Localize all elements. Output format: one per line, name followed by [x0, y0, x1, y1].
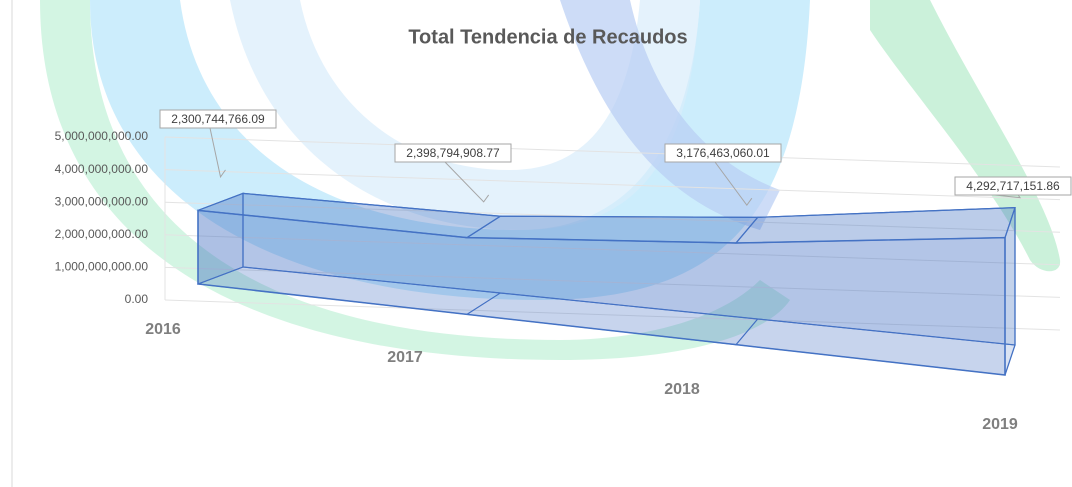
y-tick-label: 5,000,000,000.00	[55, 129, 149, 143]
data-label: 4,292,717,151.86	[966, 179, 1060, 193]
label-leader	[714, 161, 753, 207]
label-box	[394, 143, 512, 163]
data-label: 2,398,794,908.77	[406, 146, 500, 160]
y-tick-label: 2,000,000,000.00	[55, 227, 149, 241]
label-box	[954, 176, 1072, 196]
x-tick-label: 2017	[387, 349, 423, 366]
plot-area: 0.00 1,000,000,000.00 2,000,000,000.00 3,00…	[55, 109, 1072, 433]
grid-line	[164, 169, 1061, 201]
data-label: 2,300,744,766.09	[171, 112, 265, 126]
x-tick-label: 2019	[982, 416, 1018, 433]
grid-line	[164, 266, 1061, 298]
y-tick-label: 4,000,000,000.00	[55, 162, 149, 176]
y-tick-label: 0.00	[125, 292, 149, 306]
data-label: 3,176,463,060.01	[676, 146, 770, 160]
x-tick-label: 2016	[145, 321, 181, 338]
label-leader	[209, 127, 226, 179]
grid-line	[164, 234, 1061, 266]
area-side	[1004, 207, 1016, 376]
grid-line	[164, 136, 1061, 168]
label-leader	[444, 161, 490, 203]
y-tick-label: 3,000,000,000.00	[55, 194, 149, 208]
label-box	[664, 143, 782, 163]
area-front	[197, 209, 1006, 376]
label-box	[159, 109, 277, 129]
y-tick-label: 1,000,000,000.00	[55, 260, 149, 274]
chart-title: Total Tendencia de Recaudos	[408, 26, 687, 48]
x-tick-label: 2018	[664, 381, 700, 398]
grid-line	[164, 299, 1061, 331]
background-decoration	[40, 0, 1061, 360]
